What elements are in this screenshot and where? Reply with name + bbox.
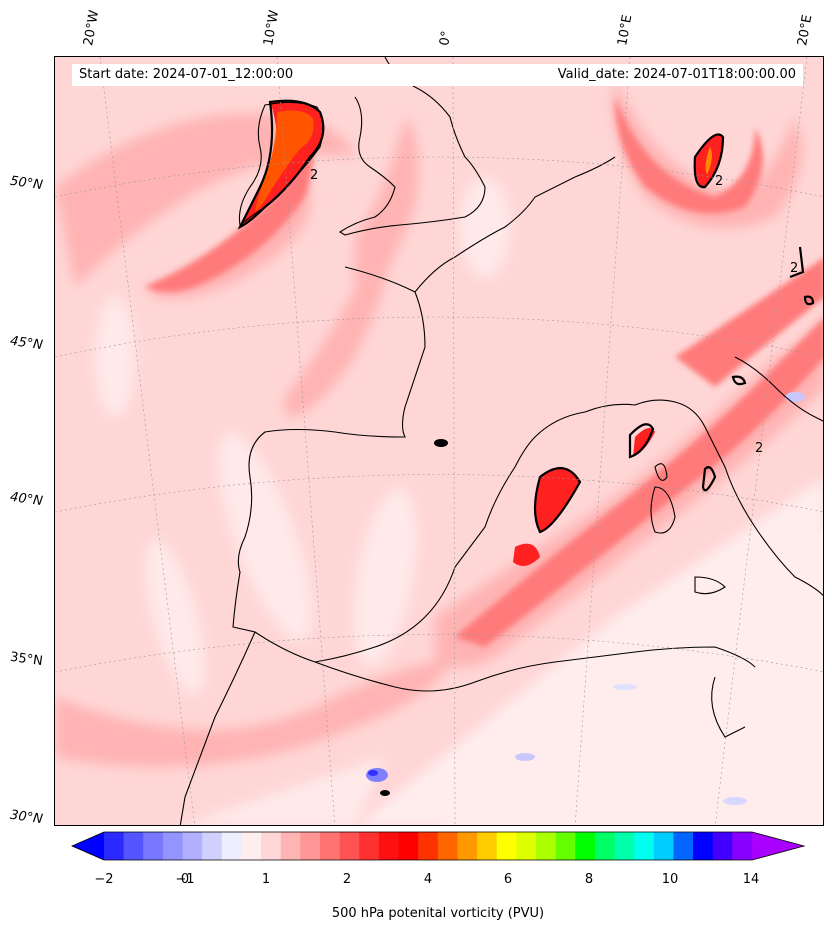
colorbar-cell xyxy=(516,832,537,860)
contour-label-baltic: 2 xyxy=(715,174,723,189)
colorbar-cell xyxy=(418,832,439,860)
colorbar-cell xyxy=(693,832,714,860)
lat-label-45n: 45°N xyxy=(9,333,44,354)
colorbar-cell xyxy=(162,832,184,860)
colorbar-cell xyxy=(398,832,419,860)
contour-label-italy: 2 xyxy=(755,441,763,456)
colorbar-cell xyxy=(261,832,282,860)
lat-label-50n: 50°N xyxy=(9,173,44,194)
pv-max-core-east xyxy=(705,147,712,175)
colorbar-extend-min xyxy=(72,832,104,860)
colorbar-tick-2: 2 xyxy=(342,872,352,887)
colorbar-cell xyxy=(241,832,262,860)
graticule xyxy=(55,57,823,825)
lat-label-40n: 40°N xyxy=(9,489,44,510)
colorbar-cell xyxy=(594,832,616,860)
colorbar-cell xyxy=(496,832,517,860)
colorbar-cell xyxy=(614,832,635,860)
colorbar-cell xyxy=(653,832,674,860)
date-header: Start date: 2024-07-01_12:00:00 Valid_da… xyxy=(72,64,803,86)
colorbar-cell xyxy=(104,832,125,860)
map-panel: 2 2 2 2 xyxy=(54,56,824,826)
colorbar-cell xyxy=(634,832,655,860)
colorbar-cell xyxy=(732,832,753,860)
colorbar-cell xyxy=(575,832,596,860)
colorbar-cell xyxy=(437,832,458,860)
colorbar-cell xyxy=(320,832,341,860)
pv-pale-streaks xyxy=(95,177,510,695)
colorbar-outline xyxy=(71,831,806,861)
lon-label-10e: 10°E xyxy=(615,13,636,47)
pv-field: 2 2 2 2 xyxy=(55,57,823,825)
pv-black-blob xyxy=(434,439,448,447)
colorbar-cell xyxy=(202,832,223,860)
valid-date-label: Valid_date: 2024-07-01T18:00:00.00 xyxy=(557,67,796,82)
colorbar-label: 500 hPa potenital vorticity (PVU) xyxy=(331,906,545,921)
colorbar-cell xyxy=(673,832,694,860)
lat-label-35n: 35°N xyxy=(9,649,44,670)
colorbar-tick-14: 14 xyxy=(742,872,760,887)
lon-label-0: 0° xyxy=(437,29,455,47)
colorbar-cell xyxy=(182,832,203,860)
colorbar-tick-6: 6 xyxy=(503,872,513,887)
contour-label-east: 2 xyxy=(790,261,798,276)
colorbar-tick-4: 4 xyxy=(423,872,433,887)
pv-negative-patches xyxy=(366,392,805,805)
pv-black-blob-south xyxy=(380,790,390,796)
start-date-label: Start date: 2024-07-01_12:00:00 xyxy=(79,67,294,82)
colorbar-cell xyxy=(143,832,164,860)
lon-label-10w: 10°W xyxy=(261,9,283,48)
lon-label-20e: 20°E xyxy=(795,13,816,47)
colorbar xyxy=(71,831,806,861)
colorbar-cell xyxy=(359,832,380,860)
pv-low-region-blur xyxy=(357,478,823,825)
colorbar-cell xyxy=(378,832,400,860)
colorbar-tick-m1: −1 xyxy=(175,872,195,887)
colorbar-cell xyxy=(300,832,321,860)
colorbar-tick-0: 0 xyxy=(180,872,190,887)
colorbar-cells xyxy=(72,832,804,860)
colorbar-cell xyxy=(280,832,301,860)
colorbar-cell xyxy=(536,832,557,860)
colorbar-cell xyxy=(712,832,733,860)
colorbar-tick-m2: −2 xyxy=(94,872,114,887)
colorbar-cell xyxy=(221,832,242,860)
colorbar-cell xyxy=(457,832,478,860)
pv-2-contours xyxy=(237,99,815,534)
colorbar-cell xyxy=(123,832,144,860)
pv-low-south xyxy=(181,757,385,825)
pv-max-core xyxy=(255,110,314,212)
lon-label-20w: 20°W xyxy=(81,9,103,48)
contour-label-ireland: 2 xyxy=(310,168,318,183)
pv-strong-bands xyxy=(145,97,823,647)
colorbar-cell xyxy=(339,832,360,860)
colorbar-cell xyxy=(477,832,498,860)
colorbar-tick-10: 10 xyxy=(661,872,679,887)
colorbar-extend-max xyxy=(752,832,804,860)
colorbar-cell xyxy=(555,832,576,860)
colorbar-tick-8: 8 xyxy=(584,872,594,887)
colorbar-tick-1: 1 xyxy=(261,872,271,887)
